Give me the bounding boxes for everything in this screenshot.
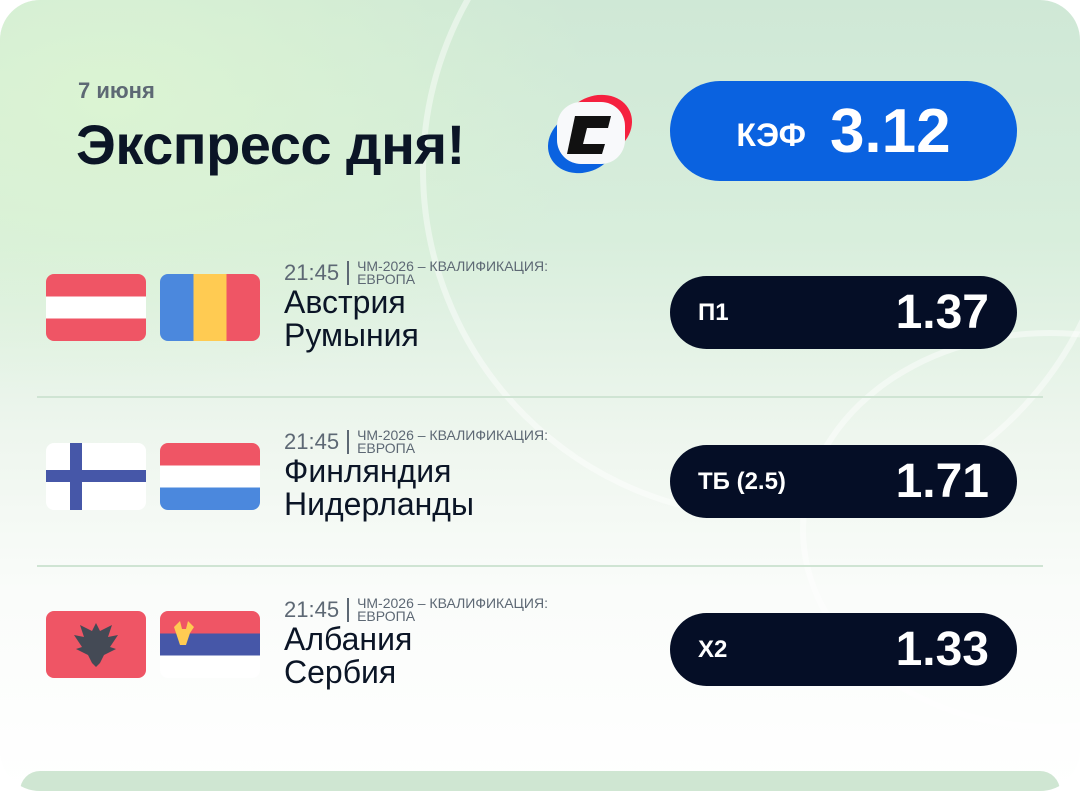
match-time: 21:45 [284, 429, 340, 454]
kef-label: КЭФ [736, 116, 806, 153]
home-team: Албания [284, 621, 413, 657]
home-team: Австрия [284, 284, 406, 320]
kef-value: 3.12 [829, 96, 951, 166]
finland-flag-icon [46, 443, 146, 510]
divider [37, 565, 1043, 567]
bottom-strip [20, 771, 1060, 791]
away-team: Нидерланды [284, 486, 474, 522]
away-team: Сербия [284, 654, 397, 690]
divider [37, 396, 1043, 398]
page-title: Экспресс дня! [76, 113, 465, 176]
brand-logo-icon [547, 94, 633, 174]
separator [347, 261, 350, 285]
bet-odds: 1.71 [895, 455, 989, 508]
bet-button[interactable]: П1 1.37 [670, 276, 1017, 349]
match-time: 21:45 [284, 260, 340, 285]
date-label: 7 июня [78, 78, 155, 103]
bet-type: Х2 [698, 635, 728, 663]
match-time: 21:45 [284, 597, 340, 622]
league-label: ЧМ-2026 – квалификация: Европа [357, 595, 548, 624]
separator [347, 430, 350, 454]
home-team: Финляндия [284, 453, 452, 489]
bet-odds: 1.33 [895, 623, 989, 676]
netherlands-flag-icon [160, 443, 260, 510]
match-row: 21:45 ЧМ-2026 – квалификация: Европа Финля… [0, 428, 1080, 523]
bet-button[interactable]: Х2 1.33 [670, 613, 1017, 686]
bet-button[interactable]: ТБ (2.5) 1.71 [670, 445, 1017, 518]
separator [347, 598, 350, 622]
league-label: ЧМ-2026 – квалификация: Европа [357, 258, 548, 287]
romania-flag-icon [160, 274, 260, 341]
bet-type: П1 [698, 298, 729, 326]
austria-flag-icon [46, 274, 146, 341]
bet-type: ТБ (2.5) [698, 467, 786, 495]
serbia-flag-icon [160, 611, 260, 678]
away-team: Румыния [284, 317, 419, 353]
league-label: ЧМ-2026 – квалификация: Европа [357, 427, 548, 456]
match-row: 21:45 ЧМ-2026 – квалификация: Европа Австр… [0, 259, 1080, 354]
albania-flag-icon [46, 611, 146, 678]
match-row: 21:45 ЧМ-2026 – квалификация: Европа Албан… [0, 596, 1080, 691]
bet-odds: 1.37 [895, 286, 989, 339]
total-odds-badge: КЭФ 3.12 [670, 81, 1017, 181]
